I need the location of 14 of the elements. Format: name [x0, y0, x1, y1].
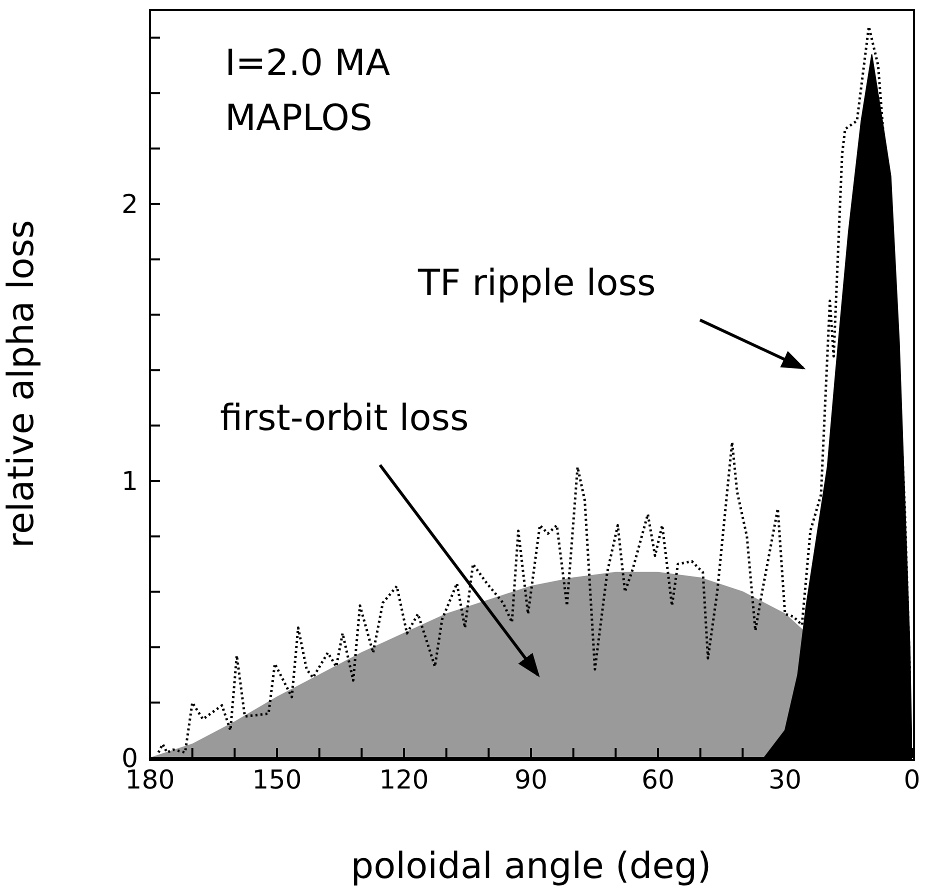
- annotation: MAPLOS: [225, 98, 372, 139]
- x-tick-label: 150: [252, 765, 302, 796]
- x-tick-label: 90: [514, 765, 548, 796]
- x-axis-title: poloidal angle (deg): [350, 846, 712, 887]
- y-tick-label: 2: [121, 190, 138, 220]
- x-tick-label: 30: [768, 765, 802, 796]
- y-tick-label: 1: [121, 467, 138, 498]
- y-axis-title: relative alpha loss: [0, 220, 42, 548]
- x-tick-label: 0: [904, 765, 920, 796]
- annotation: TF ripple loss: [417, 263, 656, 304]
- x-tick-label: 120: [379, 765, 429, 796]
- annotation: first-orbit loss: [220, 398, 469, 439]
- annotation: I=2.0 MA: [225, 43, 391, 84]
- x-tick-label: 60: [641, 765, 675, 796]
